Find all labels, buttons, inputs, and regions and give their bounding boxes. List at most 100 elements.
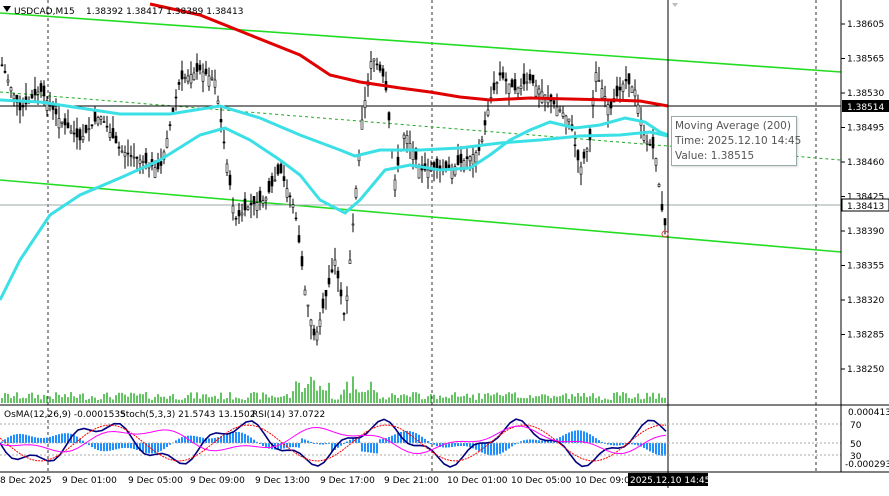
osma-bar — [58, 434, 60, 443]
period-separators — [47, 0, 817, 472]
candle-body — [354, 188, 358, 198]
candle-body — [369, 61, 373, 69]
osma-bar — [448, 443, 450, 448]
osma-bar — [106, 443, 108, 452]
osma-bar — [211, 438, 213, 443]
price-tick-label: 1.38250 — [847, 365, 884, 375]
osma-bar — [91, 443, 93, 448]
osma-bar — [277, 443, 279, 450]
osma-bar — [31, 436, 33, 443]
candle-body — [372, 58, 376, 62]
candle-body — [615, 85, 619, 97]
candle-body — [12, 94, 16, 100]
candle-body — [393, 179, 397, 191]
osma-bar — [574, 430, 576, 443]
osma-bar — [160, 443, 162, 451]
rsi-line[interactable] — [0, 425, 667, 455]
osma-bar — [475, 443, 477, 450]
osma-bar — [337, 443, 339, 448]
osma-bar — [124, 443, 126, 448]
shift-marker-icon[interactable] — [672, 3, 678, 7]
candle-body — [489, 97, 493, 99]
osma-bar — [25, 434, 27, 443]
moving-average-fast[interactable] — [0, 116, 669, 301]
channel-lower-line[interactable] — [0, 179, 842, 253]
candle-body — [15, 95, 19, 103]
osma-bar — [229, 432, 231, 443]
candle-body — [294, 217, 298, 220]
stoch-signal-line[interactable] — [0, 424, 667, 462]
osma-bar — [292, 443, 294, 448]
candle-body — [282, 176, 286, 181]
osma-bar — [148, 443, 150, 454]
price-tick-label: 1.38390 — [847, 227, 884, 237]
candle-body — [63, 118, 67, 126]
osma-bar — [352, 438, 354, 443]
osma-bar — [370, 443, 372, 453]
osma-bar — [538, 440, 540, 443]
time-tick-label: 10 Dec 01:00 — [447, 476, 508, 486]
candle-body — [87, 128, 91, 131]
candle-body — [297, 235, 301, 243]
sub-axis-bottom: -0.000293 — [845, 460, 889, 470]
moving-average-mid[interactable] — [0, 98, 669, 158]
symbol-dropdown-icon[interactable] — [3, 6, 11, 12]
candle-body — [351, 223, 355, 226]
time-axis[interactable]: 8 Dec 2025 9 Dec 01:00 9 Dec 05:00 9 Dec 09… — [0, 476, 636, 486]
level-label-70: 70 — [850, 421, 862, 431]
candle-body — [342, 313, 346, 315]
candle-body — [582, 151, 586, 159]
osma-bar — [619, 443, 621, 446]
current-time-badge — [628, 473, 708, 486]
candle-body — [249, 202, 253, 205]
current-price-badge-text: 1.38413 — [847, 202, 884, 212]
osma-bar — [10, 435, 12, 443]
osma-bar — [532, 439, 534, 443]
osma-bar — [94, 443, 96, 449]
candle-body — [642, 134, 646, 141]
candle-body — [486, 109, 490, 116]
osma-bar — [37, 437, 39, 443]
candle-body — [114, 135, 118, 144]
osma-bar — [427, 440, 429, 443]
osma-bar — [583, 431, 585, 443]
osma-bar — [361, 443, 363, 452]
candle-body — [177, 82, 181, 85]
candle-body — [183, 77, 187, 79]
osma-bar — [409, 431, 411, 443]
time-tick-label: 8 Dec 2025 — [0, 476, 52, 486]
osma-bar — [202, 437, 204, 443]
osma-bar — [295, 443, 297, 448]
main-chart-area[interactable] — [0, 0, 841, 404]
time-tick-label: 9 Dec 05:00 — [128, 476, 183, 486]
osma-bar — [151, 443, 153, 454]
moving-average-200[interactable] — [149, 2, 669, 108]
channel-upper-line[interactable] — [0, 12, 842, 73]
candle-body — [348, 259, 352, 264]
osma-bar — [217, 437, 219, 443]
candle-body — [267, 180, 271, 193]
price-tick-label: 1.38460 — [847, 158, 884, 168]
candle-body — [618, 86, 622, 91]
time-tick-label: 9 Dec 09:00 — [190, 476, 245, 486]
osma-bar — [484, 443, 486, 454]
osma-bar — [226, 433, 228, 443]
osma-bar — [241, 432, 243, 443]
candle-body — [537, 88, 541, 95]
osma-bar — [301, 438, 303, 443]
osma-bar — [514, 443, 516, 445]
price-axis[interactable]: 1.38605 1.38565 1.38530 1.38495 1.38460 1.384… — [841, 20, 884, 375]
osma-bar — [34, 437, 36, 443]
osma-bar — [637, 443, 639, 446]
osma-bar — [268, 443, 270, 449]
candle-body — [579, 166, 583, 175]
osma-bar — [145, 443, 147, 453]
candle-body — [345, 295, 349, 301]
osma-bar — [415, 433, 417, 443]
candle-body — [66, 122, 70, 129]
candle-body — [633, 89, 637, 97]
osma-bar — [463, 443, 465, 446]
stoch-main-line[interactable] — [0, 418, 667, 468]
